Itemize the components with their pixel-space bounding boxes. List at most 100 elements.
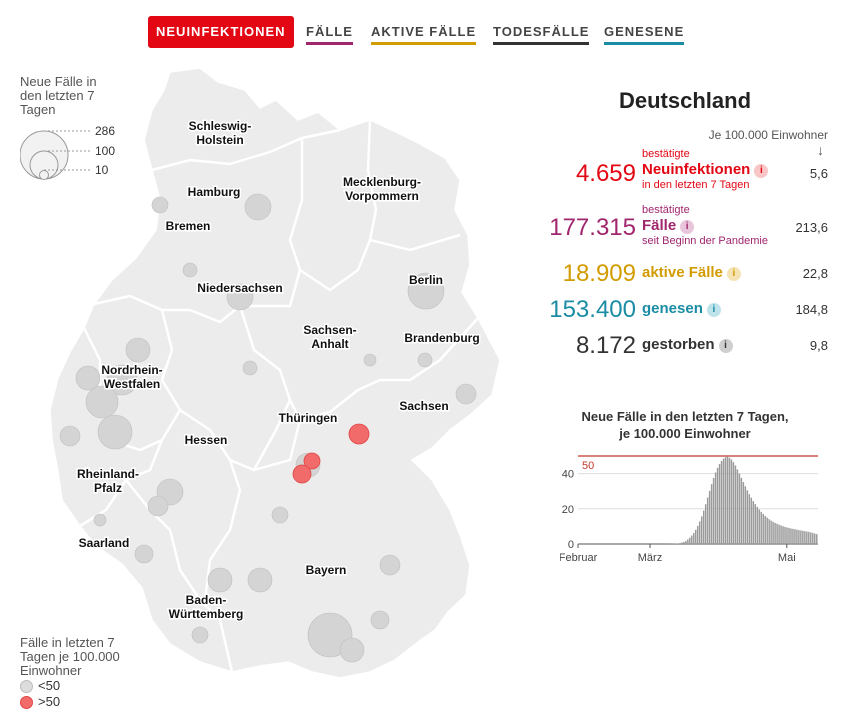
info-icon[interactable]: i	[718, 339, 733, 353]
bubble-rlp-2	[134, 544, 154, 564]
label-text: Schleswig-	[189, 119, 252, 133]
label-text: Pfalz	[94, 481, 122, 495]
color-legend: Fälle in letzten 7 Tagen je 100.000 Einw…	[20, 636, 150, 720]
info-icon[interactable]: i	[706, 303, 721, 317]
x-tick-label: Februar	[560, 552, 598, 564]
stat-rate: 22,8	[802, 266, 828, 281]
chart-bar	[764, 515, 766, 544]
stat-main: gestorben	[642, 336, 715, 353]
label-bayern: Bayern	[306, 563, 347, 577]
chart-bar	[776, 523, 778, 544]
chart-bar	[814, 533, 816, 544]
label-text: Baden-	[186, 593, 227, 607]
legend-label: <50	[38, 678, 61, 693]
chart-bar	[740, 477, 743, 544]
bubble-bremen	[151, 196, 169, 214]
bubble-rlp	[147, 495, 169, 517]
bubble-berlin	[407, 272, 445, 310]
tab-genesene[interactable]: GENESENE	[604, 16, 685, 48]
chart-bar	[728, 457, 731, 544]
chart-bar	[806, 531, 808, 544]
info-icon[interactable]: i	[754, 164, 769, 178]
stat-value: 153.400	[549, 296, 636, 323]
stat-label: gestorben i	[642, 336, 733, 354]
chart-bar	[744, 486, 747, 544]
stat-main-wrap: genesen i	[642, 300, 721, 318]
bubble-bw-3	[191, 626, 209, 644]
bubble-bayern-3	[370, 610, 390, 630]
tab-faelle[interactable]: FÄLLE	[306, 16, 353, 48]
chart-bar	[796, 529, 798, 544]
info-icon[interactable]: i	[726, 267, 741, 281]
y-tick-label: 40	[562, 469, 574, 481]
threshold-label: 50	[582, 460, 594, 472]
label-thueringen: Thüringen	[279, 411, 338, 425]
chart-bar	[695, 529, 697, 544]
chart-bar	[718, 463, 721, 544]
germany-outline	[49, 67, 501, 679]
chart-bar	[734, 465, 737, 544]
chart-bar	[774, 522, 776, 544]
hotspot-thueringen	[348, 423, 370, 445]
bubble-leipzig	[363, 353, 377, 367]
bubble-saar	[93, 513, 107, 527]
chart-bar	[770, 520, 772, 544]
mini-chart-title: Neue Fälle in den letzten 7 Tagen, je 100…	[540, 408, 830, 442]
chart-bars	[661, 456, 818, 544]
bubble-nrw-6	[125, 337, 151, 363]
legend-value-10: 10	[95, 163, 109, 177]
tab-aktive-faelle[interactable]: AKTIVE FÄLLE	[371, 16, 477, 48]
stat-neuinfektionen: 4.659 bestätigte Neuinfektionen i in den …	[540, 148, 830, 192]
label-sachsen-anhalt: Sachsen-Anhalt	[303, 323, 356, 351]
stat-gestorben: 8.172 gestorben i 9,8	[540, 332, 830, 372]
chart-bar	[804, 531, 806, 544]
chart-bar	[685, 540, 687, 544]
label-berlin: Berlin	[409, 273, 443, 287]
stat-main: aktive Fälle	[642, 264, 723, 281]
arrow-down-icon: ↓	[817, 142, 824, 158]
stat-value: 18.909	[562, 260, 636, 287]
chart-bar	[679, 543, 681, 544]
chart-bar	[697, 525, 699, 544]
mini-chart-title-line: je 100.000 Einwohner	[619, 426, 751, 441]
mini-chart-title-line: Neue Fälle in den letzten 7 Tagen,	[581, 409, 789, 424]
chart-bar	[708, 490, 711, 544]
bubble-niedersachsen	[226, 283, 254, 311]
info-icon[interactable]: i	[680, 220, 695, 234]
stat-label: aktive Fälle i	[642, 264, 741, 282]
bubble-bw-2	[247, 567, 273, 593]
stat-value: 177.315	[549, 214, 636, 241]
panel-title: Deutschland	[618, 88, 752, 113]
chart-bar	[768, 519, 770, 544]
stat-main-wrap: aktive Fälle i	[642, 264, 741, 282]
legend-row-below-50: <50	[20, 678, 150, 694]
stat-label: bestätigte Neuinfektionen i in den letzte…	[642, 148, 769, 192]
hotspot-coburg	[292, 464, 312, 484]
chart-bar	[704, 504, 707, 544]
label-brandenburg: Brandenburg	[404, 331, 479, 345]
chart-bar	[698, 521, 701, 544]
chart-bar	[693, 532, 695, 544]
stat-main-wrap: gestorben i	[642, 336, 733, 354]
chart-bar	[683, 541, 685, 544]
chart-bar	[778, 524, 780, 544]
hotspot-bubbles	[292, 423, 370, 484]
stat-faelle: 177.315 bestätigte Fälle i seit Beginn de…	[540, 204, 830, 248]
chart-bar	[712, 478, 715, 544]
bubble-nrw-1	[106, 364, 138, 396]
color-legend-title: Fälle in letzten 7 Tagen je 100.000 Einw…	[20, 635, 120, 678]
stat-label: bestätigte Fälle i seit Beginn der Pandem…	[642, 204, 768, 248]
tab-todesfaelle[interactable]: TODESFÄLLE	[493, 16, 590, 48]
legend-dot-grey	[20, 680, 33, 694]
chart-bar	[681, 542, 683, 544]
per100k-label: Je 100.000 Einwohner	[708, 128, 828, 142]
chart-bar	[726, 456, 729, 544]
category-tabs: NEUINFEKTIONEN FÄLLE AKTIVE FÄLLE TODESF…	[0, 16, 846, 48]
tab-neuinfektionen[interactable]: NEUINFEKTIONEN	[148, 16, 294, 48]
chart-bar	[702, 510, 705, 544]
label-text: Holstein	[196, 133, 243, 147]
bubble-bw-1	[207, 567, 233, 593]
label-bremen: Bremen	[166, 219, 211, 233]
bubble-ns-2	[182, 262, 198, 278]
stat-rate: 9,8	[809, 338, 828, 353]
